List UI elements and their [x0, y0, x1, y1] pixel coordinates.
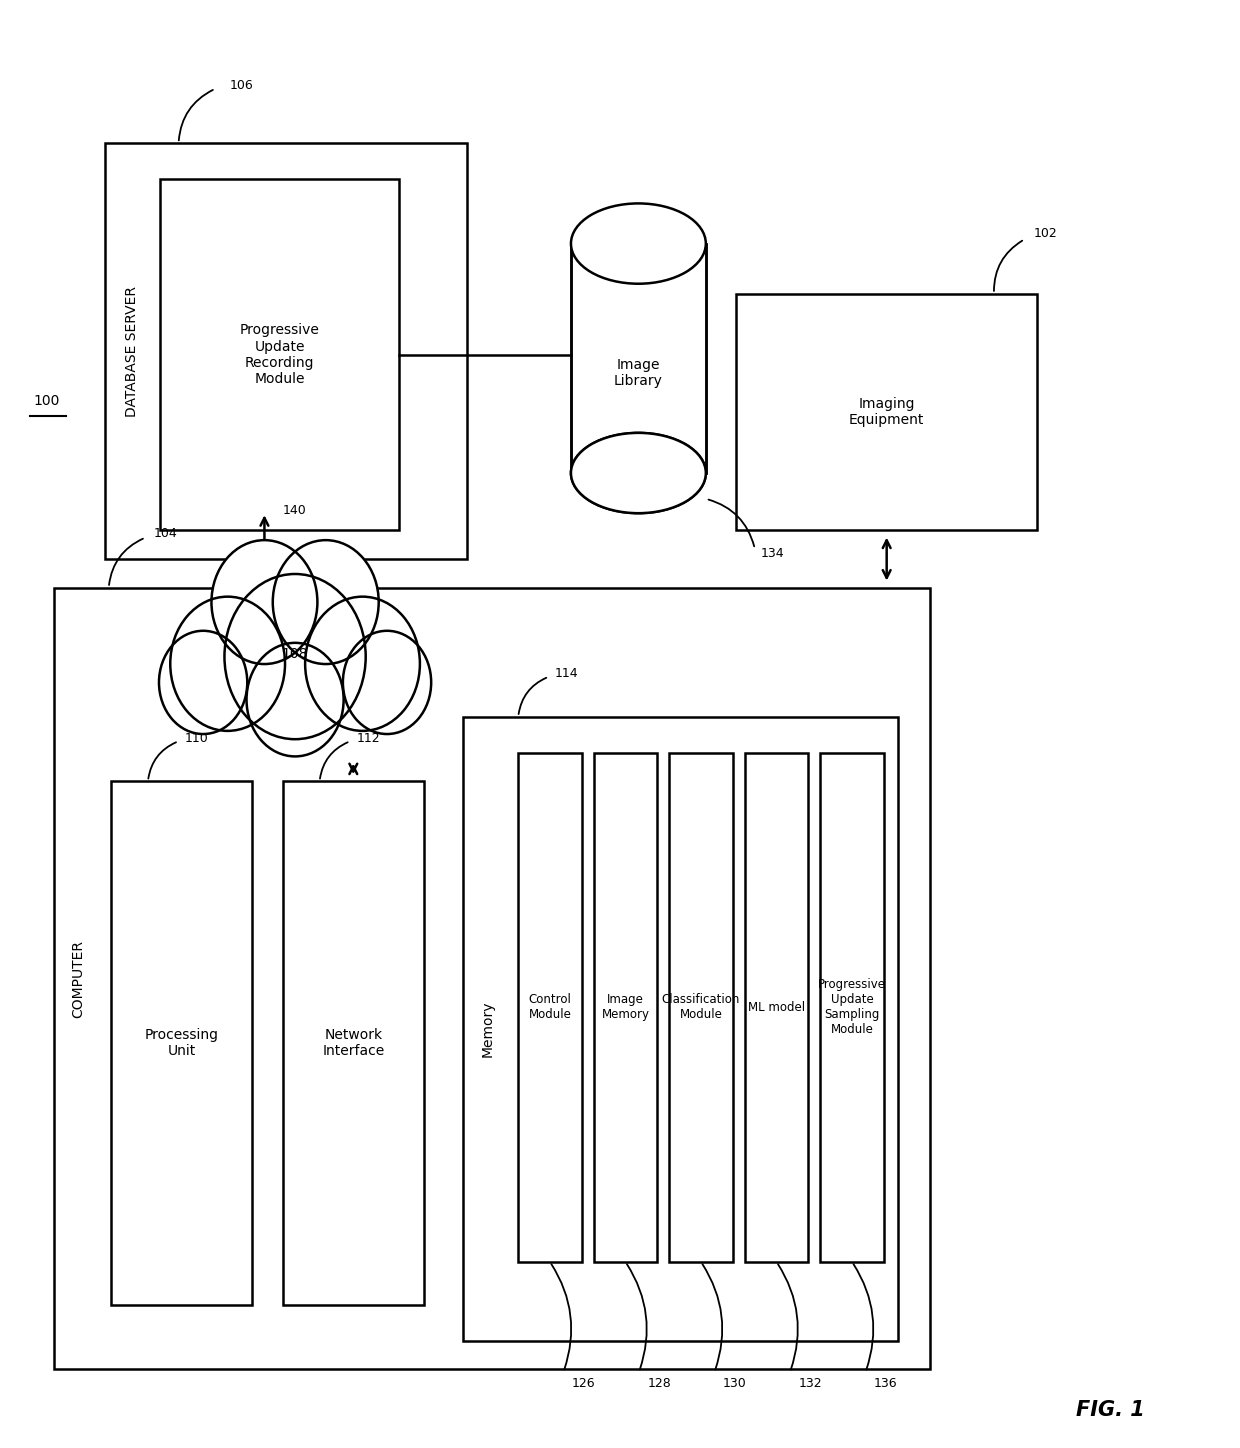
Text: 132: 132	[799, 1377, 822, 1390]
Text: Classification
Module: Classification Module	[662, 993, 740, 1021]
Text: 110: 110	[185, 731, 208, 744]
Circle shape	[273, 540, 378, 665]
Text: 134: 134	[761, 547, 785, 560]
Circle shape	[170, 597, 285, 731]
Text: Control
Module: Control Module	[528, 993, 572, 1021]
Text: 106: 106	[231, 80, 254, 93]
Circle shape	[224, 573, 366, 738]
Text: 114: 114	[556, 668, 579, 681]
Text: 100: 100	[33, 394, 61, 408]
Text: DATABASE SERVER: DATABASE SERVER	[125, 285, 139, 417]
Bar	[594, 753, 657, 1261]
Bar	[518, 753, 582, 1261]
Text: 126: 126	[572, 1377, 595, 1390]
Ellipse shape	[570, 203, 706, 284]
Circle shape	[247, 643, 343, 756]
Text: ML model: ML model	[748, 1001, 805, 1014]
Bar	[570, 243, 706, 473]
Text: 102: 102	[1033, 227, 1056, 240]
Bar	[821, 753, 884, 1261]
Text: Progressive
Update
Sampling
Module: Progressive Update Sampling Module	[818, 979, 887, 1037]
Text: 140: 140	[283, 504, 306, 517]
Bar	[737, 294, 1037, 530]
Text: COMPUTER: COMPUTER	[71, 940, 86, 1018]
Ellipse shape	[570, 433, 706, 513]
Text: Image
Library: Image Library	[614, 358, 663, 388]
Text: Image
Memory: Image Memory	[601, 993, 650, 1021]
Bar	[670, 753, 733, 1261]
Text: Network
Interface: Network Interface	[322, 1028, 384, 1058]
Ellipse shape	[570, 433, 706, 513]
Text: 130: 130	[723, 1377, 746, 1390]
Circle shape	[343, 631, 432, 734]
Text: FIG. 1: FIG. 1	[1076, 1400, 1145, 1419]
Circle shape	[159, 631, 247, 734]
Bar	[105, 143, 466, 559]
Bar	[112, 782, 252, 1305]
Text: 136: 136	[874, 1377, 898, 1390]
Text: 128: 128	[647, 1377, 671, 1390]
Text: 104: 104	[154, 527, 177, 540]
Text: Imaging
Equipment: Imaging Equipment	[849, 397, 924, 427]
Text: 112: 112	[356, 731, 379, 744]
Bar	[463, 717, 898, 1341]
Text: Memory: Memory	[481, 1001, 495, 1057]
Bar	[160, 180, 399, 530]
Circle shape	[305, 597, 420, 731]
Bar	[283, 782, 424, 1305]
Bar	[745, 753, 808, 1261]
Circle shape	[212, 540, 317, 665]
Text: Processing
Unit: Processing Unit	[145, 1028, 218, 1058]
Text: 108: 108	[281, 647, 309, 660]
Text: Progressive
Update
Recording
Module: Progressive Update Recording Module	[239, 323, 320, 387]
Bar	[53, 588, 930, 1370]
